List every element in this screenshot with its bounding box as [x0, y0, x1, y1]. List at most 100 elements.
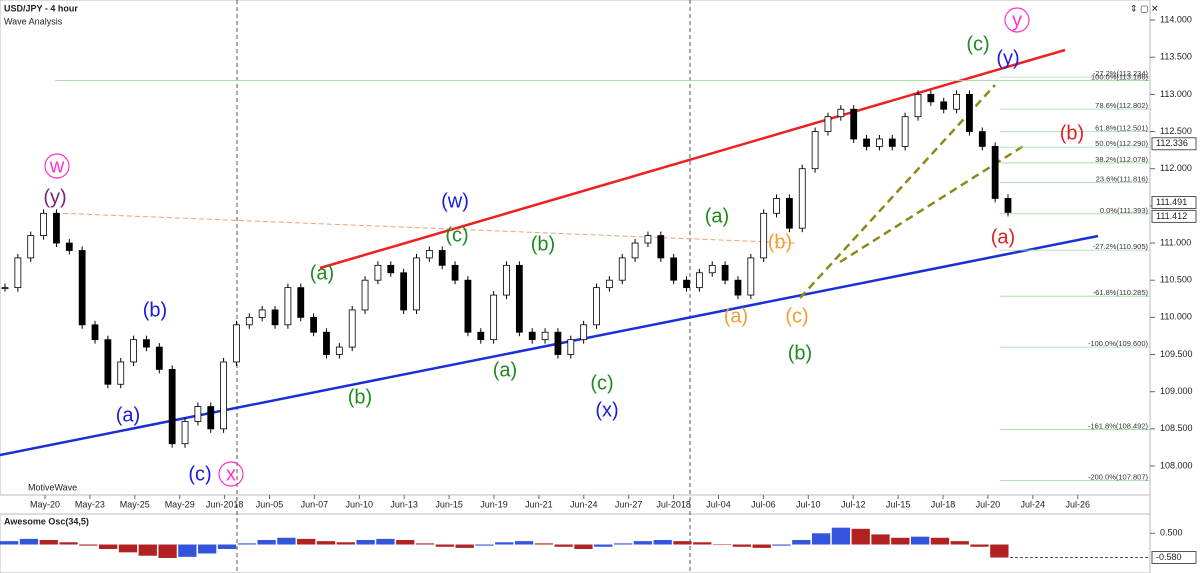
candle	[914, 93, 922, 118]
chart-title: USD/JPY - 4 hour	[4, 3, 78, 13]
candle	[40, 212, 47, 237]
oscillator-bar	[871, 534, 890, 545]
panel-controls[interactable]: ⇕ ▢ ✕	[1130, 3, 1159, 13]
oscillator-bar	[356, 540, 375, 545]
candle	[297, 287, 305, 318]
x-tick-label: Jul-12	[841, 499, 866, 509]
fib-label: 50.0%(112.290)	[1095, 139, 1148, 148]
candle	[78, 250, 86, 326]
fib-label: -161.8%(108.492)	[1088, 421, 1149, 430]
oscillator-bar	[831, 527, 851, 545]
candle	[721, 264, 729, 281]
candle	[593, 287, 600, 326]
oscillator-bar	[138, 544, 157, 556]
candle	[477, 331, 485, 341]
x-tick-label: Jun-13	[390, 499, 418, 509]
oscillator-bar	[277, 537, 296, 545]
indicator-title: Awesome Osc(34,5)	[4, 516, 89, 526]
wave-label: (b)	[531, 233, 555, 255]
wave-circle	[218, 461, 244, 487]
candle	[657, 235, 665, 259]
oscillator-bar	[237, 543, 256, 545]
oscillator-bar	[79, 544, 98, 546]
candle	[361, 279, 369, 311]
oscillator-bar	[732, 544, 752, 547]
x-tick-label: May-25	[120, 499, 150, 509]
x-tick-label: Jun-2018	[206, 499, 244, 509]
oscillator-bar	[534, 543, 554, 545]
oscillator-bar	[574, 544, 593, 549]
candle	[811, 131, 819, 170]
oscillator-bar	[891, 537, 910, 545]
candle	[53, 212, 60, 244]
candle	[695, 272, 703, 289]
oscillator-bar	[396, 540, 415, 545]
oscillator-bar	[158, 544, 177, 558]
candle	[220, 361, 228, 430]
candle	[708, 264, 716, 274]
x-tick-label: Jul-10	[796, 499, 821, 509]
candle	[863, 138, 870, 147]
x-tick-label: May-20	[30, 499, 60, 509]
fib-label: -27.2%(110.905)	[1093, 242, 1149, 251]
value-box	[1151, 551, 1197, 565]
candle	[65, 242, 73, 251]
x-tick-label: Jul-20	[976, 499, 1001, 509]
x-tick-label: Jun-07	[301, 499, 329, 509]
wave-label: (b)	[788, 342, 812, 364]
candle	[991, 146, 999, 199]
wave-label: (a)	[493, 359, 517, 381]
candle	[117, 361, 125, 385]
x-tick-label: Jul-2018	[656, 499, 691, 509]
candle	[631, 242, 639, 259]
candle	[374, 264, 382, 281]
oscillator-bar	[811, 533, 831, 545]
candle	[451, 264, 459, 281]
candle	[554, 331, 562, 355]
oscillator-bar	[514, 541, 534, 545]
wave-circle	[44, 153, 70, 179]
candle	[284, 287, 292, 326]
candle	[528, 331, 536, 341]
candle	[413, 257, 420, 311]
x-tick-label: Jul-18	[931, 499, 956, 509]
wave-label: (b)	[143, 299, 167, 321]
oscillator-panel	[0, 513, 1151, 573]
candle	[91, 324, 99, 341]
oscillator-bar	[594, 544, 613, 547]
candle	[837, 108, 845, 118]
wave-label: (b)	[1060, 122, 1084, 144]
candle	[850, 108, 858, 140]
candle	[271, 309, 279, 326]
chart-subtitle: Wave Analysis	[4, 16, 63, 26]
candle	[14, 257, 22, 289]
candle	[181, 421, 189, 445]
oscillator-bar	[336, 542, 355, 545]
candle	[207, 406, 215, 430]
x-tick-label: Jun-10	[346, 499, 374, 509]
support-trendline	[0, 234, 1099, 457]
candle	[927, 93, 935, 103]
candle	[824, 116, 832, 132]
x-tick-label: Jul-26	[1065, 499, 1090, 509]
candle	[1, 287, 9, 290]
candle	[683, 279, 690, 289]
oscillator-bar	[178, 544, 197, 557]
candle	[438, 250, 446, 266]
candle	[966, 93, 973, 132]
oscillator-bar	[613, 543, 633, 545]
candle	[464, 279, 472, 333]
oscillator-bar	[970, 544, 989, 547]
y-tick-label: 112.000	[1160, 163, 1192, 173]
candle	[670, 257, 678, 281]
oscillator-bar	[950, 541, 969, 545]
x-tick-label: Jul-04	[706, 499, 731, 509]
fib-label: 0.0%(111.393)	[1100, 206, 1149, 215]
price-box	[1151, 196, 1197, 210]
candle	[876, 138, 883, 147]
candle	[387, 264, 395, 274]
x-tick-label: Jun-19	[480, 499, 508, 509]
y-tick-label: 0.500	[1160, 528, 1183, 538]
oscillator-bar	[554, 544, 573, 547]
y-tick-label: 110.500	[1160, 275, 1192, 285]
